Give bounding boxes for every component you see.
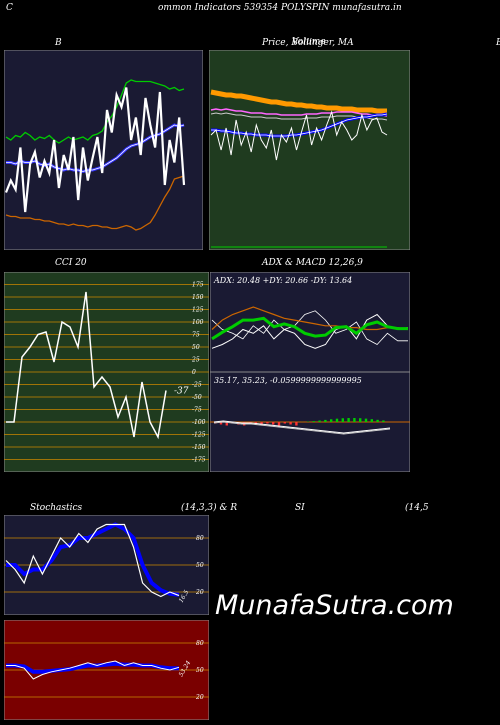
bollinger-panel-title: B [55, 38, 62, 48]
macd-histogram-bar [353, 418, 356, 422]
cci-tick-label: 100 [192, 319, 204, 326]
adx-values: ADX: 20.48 +DY: 20.66 -DY: 13.64 [214, 276, 353, 285]
macd-histogram-bar [312, 421, 315, 422]
cci-line [6, 291, 167, 440]
macd-values: 35.17, 35.23, -0.0599999999999995 [214, 376, 362, 385]
cci-tick-label: -125 [192, 432, 206, 439]
lower-band-line [5, 175, 185, 231]
stochastics-params: (14,3,3) & R [181, 503, 238, 513]
cci-tick-label: 50 [192, 344, 200, 351]
cci-tick-label: -175 [192, 457, 206, 464]
macd-histogram-bar [289, 422, 292, 425]
stoch-k-line [5, 523, 180, 598]
stoch-tick-label: 50 [196, 562, 204, 569]
macd-histogram-bar [335, 418, 339, 422]
pink-ma-line [210, 108, 388, 117]
macd-histogram-bar [266, 422, 269, 424]
volume-label: Volume [292, 37, 326, 47]
macd-histogram-bar [330, 419, 333, 422]
orange-ma-line [210, 89, 387, 114]
macd-histogram-bar [295, 422, 298, 426]
cci-tick-label: -100 [192, 419, 206, 426]
signal-line [213, 421, 391, 435]
cci-last-value: -37 [174, 387, 189, 397]
cci-tick-label: 150 [192, 294, 204, 301]
cci-tick-label: 175 [192, 282, 204, 289]
page-title: ommon Indicators 539354 POLYSPIN munafas… [158, 3, 402, 13]
macd-histogram-bar [219, 422, 223, 425]
adx-green-line [211, 316, 408, 341]
adx-chart [210, 272, 410, 372]
macd-histogram-bar [364, 418, 368, 422]
macd-histogram-bar [347, 418, 350, 422]
cci-panel-title: CCI 20 [55, 258, 87, 268]
stochastics-title: Stochastics [30, 503, 83, 513]
price-panel-title: Price, Bollinger, MA [262, 38, 354, 48]
cci-chart: 175 150 125 100 75 50 25 0 -25 -50 -75 -100 -125 -150… [4, 272, 209, 472]
cci-tick-label: 75 [192, 332, 200, 339]
rsi-tick-label: 20 [195, 694, 204, 701]
adx-macd-panel-title: ADX & MACD 12,26,9 [262, 258, 363, 268]
cci-tick-label: 0 [192, 369, 196, 376]
price-line [4, 87, 186, 213]
cci-tick-label: -50 [192, 394, 202, 401]
macd-histogram-bar [283, 422, 286, 424]
rsi-tick-label: 80 [196, 640, 204, 647]
macd-histogram-bar [324, 419, 327, 422]
stoch-tick-label: 80 [196, 535, 204, 542]
macd-chart [210, 372, 410, 472]
blue-ma-highlight [211, 113, 388, 137]
cci-tick-label: -75 [192, 407, 202, 414]
rsi-params: (14,5 [405, 503, 429, 513]
watermark: MunafaSutra.com [215, 590, 454, 621]
macd-histogram-bar [359, 418, 362, 422]
price-line [210, 110, 388, 161]
rsi-tick-label: 50 [196, 667, 204, 674]
macd-histogram-bar [272, 422, 275, 425]
adx-line [211, 306, 409, 331]
cci-tick-label: -25 [192, 382, 202, 389]
macd-histogram-bar [370, 419, 373, 422]
panel-background [209, 50, 410, 250]
macd-histogram-bar [376, 419, 379, 422]
cci-tick-label: 125 [192, 307, 204, 314]
right-edge-b: B [496, 38, 500, 48]
macd-histogram-bar [318, 420, 321, 422]
upper-band-line [5, 79, 185, 144]
macd-histogram-bar [225, 422, 228, 426]
price-ma-chart [209, 50, 410, 250]
corner-c-letter: C [6, 3, 13, 13]
macd-histogram-bar [341, 418, 344, 422]
rsi-line [6, 660, 180, 680]
stoch-tick-label: 20 [195, 589, 204, 596]
macd-histogram-bar [382, 420, 385, 422]
plus-dy-line [211, 313, 409, 349]
bollinger-chart [4, 50, 203, 250]
macd-line [213, 420, 391, 434]
minus-dy-line [211, 310, 408, 345]
cci-tick-label: 25 [191, 357, 200, 364]
rsi-title: SI [295, 503, 305, 513]
cci-tick-label: -150 [192, 444, 206, 451]
macd-histogram-bar [277, 422, 281, 426]
